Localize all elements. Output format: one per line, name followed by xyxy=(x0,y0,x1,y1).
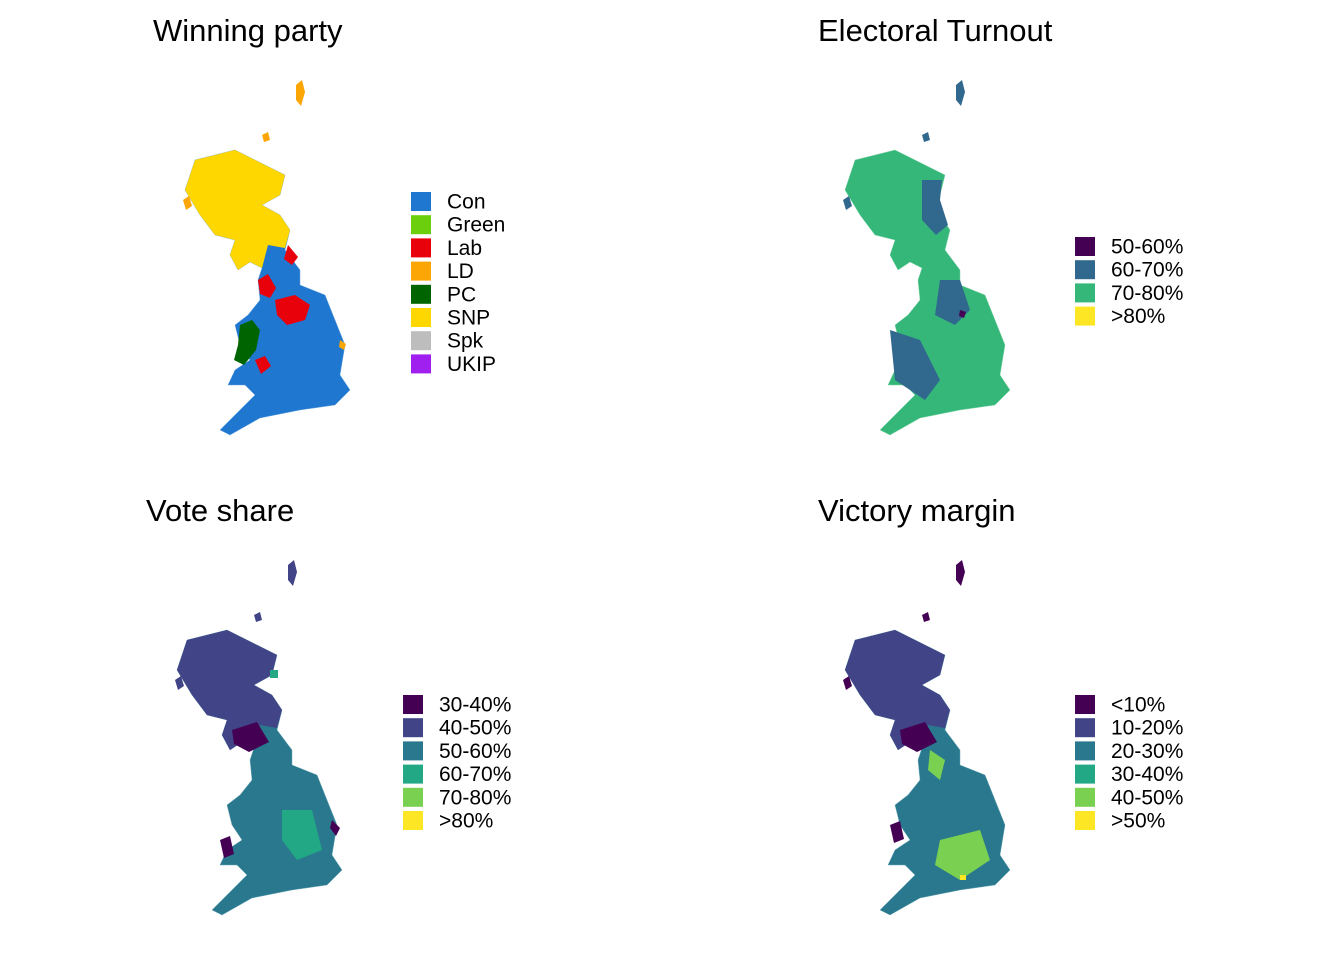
legend-swatch xyxy=(411,215,431,235)
map-winning-party xyxy=(183,80,351,436)
legend-swatch xyxy=(403,695,423,714)
legend-swatch xyxy=(411,261,431,281)
legend-label: Spk xyxy=(447,330,484,353)
legend-label: 60-70% xyxy=(1111,259,1183,282)
legend-label: <10% xyxy=(1111,694,1165,717)
legend-label: Green xyxy=(447,214,505,237)
legend-label: 30-40% xyxy=(1111,763,1183,786)
legend-swatch xyxy=(411,331,431,351)
legend-swatch xyxy=(411,238,431,258)
legend-swatch xyxy=(1075,260,1095,280)
legend-swatch xyxy=(403,718,423,738)
legend-label: 70-80% xyxy=(1111,282,1183,305)
legend-label: Lab xyxy=(447,237,482,260)
legend-swatch xyxy=(411,354,431,374)
legend-swatch xyxy=(403,741,423,761)
legend-swatch xyxy=(1075,718,1095,738)
legend-swatch xyxy=(1075,695,1095,714)
legend-swatch xyxy=(1075,306,1095,326)
legend-label: 10-20% xyxy=(1111,717,1183,740)
legend-label: 40-50% xyxy=(1111,786,1183,809)
legend-label: 60-70% xyxy=(439,763,511,786)
panel-title: Electoral Turnout xyxy=(818,13,1053,48)
legend-label: >80% xyxy=(1111,305,1165,328)
legend-label: >80% xyxy=(439,810,493,833)
map-turnout xyxy=(843,80,1011,436)
panel-title: Victory margin xyxy=(818,493,1016,528)
legend-swatch xyxy=(403,811,423,830)
legend-swatch xyxy=(411,308,431,327)
legend-label: UKIP xyxy=(447,353,496,376)
legend-swatch xyxy=(1075,811,1095,830)
panel-title: Vote share xyxy=(146,493,294,528)
legend-swatch xyxy=(411,284,431,304)
legend-swatch xyxy=(1075,741,1095,761)
legend-label: 70-80% xyxy=(439,786,511,809)
legend-label: PC xyxy=(447,283,476,306)
legend-swatch xyxy=(1075,283,1095,303)
legend-label: 30-40% xyxy=(439,694,511,717)
map-victory-margin xyxy=(843,560,1011,916)
legend-label: 50-60% xyxy=(439,740,511,763)
legend-swatch xyxy=(411,192,431,211)
legend-label: 40-50% xyxy=(439,717,511,740)
legend-swatch xyxy=(403,787,423,807)
map-vote-share xyxy=(175,560,343,916)
legend-swatch xyxy=(1075,787,1095,807)
legend-label: Con xyxy=(447,191,486,214)
legend-label: >50% xyxy=(1111,810,1165,833)
legend-label: 20-30% xyxy=(1111,740,1183,763)
panel-title: Winning party xyxy=(153,13,343,48)
legend-label: SNP xyxy=(447,307,490,330)
legend-label: 50-60% xyxy=(1111,236,1183,259)
legend-swatch xyxy=(1075,237,1095,256)
legends: ConGreenLabLDPCSNPSpkUKIP50-60%60-70%70-… xyxy=(403,191,1183,833)
legend-label: LD xyxy=(447,260,474,283)
legend-swatch xyxy=(403,764,423,784)
legend-swatch xyxy=(1075,764,1095,784)
